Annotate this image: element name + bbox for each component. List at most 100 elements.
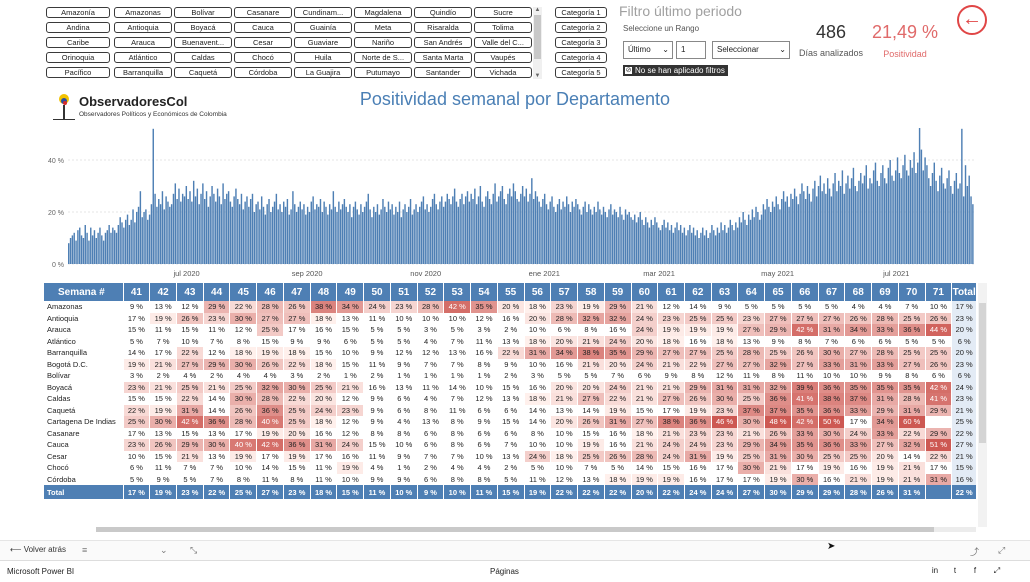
chart-bar[interactable]: [733, 230, 735, 264]
chart-bar[interactable]: [419, 206, 421, 264]
chart-bar[interactable]: [249, 199, 252, 264]
chart-bar[interactable]: [961, 128, 963, 264]
table-row[interactable]: Córdoba 5 % 9 % 5 % 7 % 8 % 11 % 8 % 11 % 10 % 9 %…: [44, 473, 977, 485]
chart-bar[interactable]: [297, 206, 300, 264]
chart-bar[interactable]: [159, 204, 162, 264]
chart-bar[interactable]: [110, 232, 112, 264]
chart-bar[interactable]: [768, 206, 770, 264]
chart-bar[interactable]: [93, 230, 96, 264]
chart-bar[interactable]: [104, 232, 107, 264]
slicer-item[interactable]: Guaviare: [294, 37, 352, 48]
chart-bar[interactable]: [124, 219, 127, 264]
chart-bar[interactable]: [343, 199, 346, 264]
chart-bar[interactable]: [935, 180, 937, 264]
chart-bar[interactable]: [139, 191, 142, 264]
chart-bar[interactable]: [433, 193, 436, 264]
chart-bar[interactable]: [891, 175, 893, 264]
slicer-item[interactable]: Huila: [294, 52, 352, 63]
chart-bar[interactable]: [725, 232, 728, 264]
chart-bar[interactable]: [305, 214, 307, 264]
slicer-item[interactable]: Magdalena: [354, 7, 412, 18]
chart-bar[interactable]: [687, 230, 689, 264]
chart-bar[interactable]: [102, 240, 105, 264]
chart-bar[interactable]: [310, 201, 313, 264]
chart-bar[interactable]: [634, 214, 636, 264]
chart-bar[interactable]: [384, 206, 386, 264]
slicer-item[interactable]: Chocó: [234, 52, 292, 63]
chart-bar[interactable]: [198, 204, 200, 264]
chart-bar[interactable]: [156, 206, 158, 264]
chart-bar[interactable]: [793, 188, 796, 264]
chart-bar[interactable]: [801, 183, 803, 264]
positivity-bar-chart[interactable]: 0 % 20 % 40 % jul 2020 sep 2020 nov 2020 ene 2…: [44, 128, 984, 280]
chart-bar[interactable]: [518, 201, 520, 264]
linkedin-icon[interactable]: in: [931, 566, 939, 575]
chart-bar[interactable]: [73, 232, 75, 264]
chart-bar[interactable]: [95, 238, 97, 264]
slicer-item[interactable]: Vichada: [474, 67, 532, 78]
week-header[interactable]: 67: [818, 283, 846, 301]
chart-bar[interactable]: [608, 209, 610, 264]
chart-bar[interactable]: [152, 128, 154, 264]
chart-bar[interactable]: [536, 196, 539, 264]
chart-bar[interactable]: [532, 199, 535, 264]
chart-bar[interactable]: [630, 217, 632, 264]
slicer-item[interactable]: Atlántico: [114, 52, 172, 63]
week-header[interactable]: 70: [898, 283, 926, 301]
chart-bar[interactable]: [446, 193, 448, 264]
chart-bar[interactable]: [68, 243, 70, 264]
slicer-item[interactable]: Amazonía: [46, 7, 110, 18]
chart-bar[interactable]: [273, 201, 276, 264]
expand-icon[interactable]: ⤢: [993, 566, 1001, 575]
table-row[interactable]: Casanare 17 % 13 % 15 % 13 % 17 % 19 % 20 % 16 %…: [44, 427, 977, 439]
chart-bar[interactable]: [913, 152, 915, 264]
chart-bar[interactable]: [672, 232, 675, 264]
chart-bar[interactable]: [562, 201, 564, 264]
chart-bar[interactable]: [931, 173, 934, 264]
slicer-item[interactable]: Tolima: [474, 22, 532, 33]
chart-bar[interactable]: [319, 199, 322, 264]
chart-bar[interactable]: [216, 188, 219, 264]
chart-bar[interactable]: [512, 183, 515, 264]
category-item[interactable]: Categoría 4: [555, 52, 607, 63]
chart-bar[interactable]: [968, 175, 970, 264]
chart-bar[interactable]: [860, 173, 862, 264]
week-header[interactable]: 58: [577, 283, 605, 301]
chart-bar[interactable]: [863, 175, 866, 264]
chart-bar[interactable]: [229, 201, 232, 264]
chart-bar[interactable]: [492, 193, 494, 264]
chart-bar[interactable]: [661, 225, 664, 264]
chart-bar[interactable]: [459, 199, 461, 264]
scroll-up-icon[interactable]: ▲: [534, 7, 541, 13]
week-header[interactable]: 60: [631, 283, 659, 301]
back-arrow-icon[interactable]: ←: [957, 5, 987, 35]
chart-bar[interactable]: [696, 230, 698, 264]
chart-bar[interactable]: [575, 199, 577, 264]
chart-bar[interactable]: [893, 180, 895, 264]
chart-bar[interactable]: [371, 217, 373, 264]
chart-bar[interactable]: [339, 209, 342, 264]
chart-bar[interactable]: [926, 165, 928, 264]
table-row[interactable]: Cesar 10 % 15 % 21 % 13 % 19 % 17 % 19 % 17 % 16 …: [44, 450, 977, 462]
chart-bar[interactable]: [676, 222, 678, 264]
slicer-item[interactable]: Amazonas: [114, 7, 172, 18]
chart-bar[interactable]: [659, 230, 662, 264]
chart-bar[interactable]: [119, 217, 121, 264]
chart-bar[interactable]: [861, 183, 864, 264]
chart-bar[interactable]: [657, 227, 660, 264]
chart-bar[interactable]: [494, 183, 496, 264]
chart-bar[interactable]: [115, 232, 118, 264]
chart-bar[interactable]: [352, 206, 355, 264]
chart-bar[interactable]: [369, 209, 371, 264]
chart-bar[interactable]: [602, 206, 605, 264]
week-header[interactable]: 71: [925, 283, 953, 301]
chart-bar[interactable]: [599, 209, 601, 264]
chart-bar[interactable]: [400, 217, 403, 264]
chart-bar[interactable]: [718, 232, 720, 264]
chart-bar[interactable]: [259, 209, 261, 264]
chart-bar[interactable]: [450, 204, 452, 264]
slicer-item[interactable]: La Guajira: [294, 67, 352, 78]
chart-bar[interactable]: [376, 204, 379, 264]
chart-bar[interactable]: [735, 222, 737, 264]
slicer-item[interactable]: Barranquilla: [114, 67, 172, 78]
